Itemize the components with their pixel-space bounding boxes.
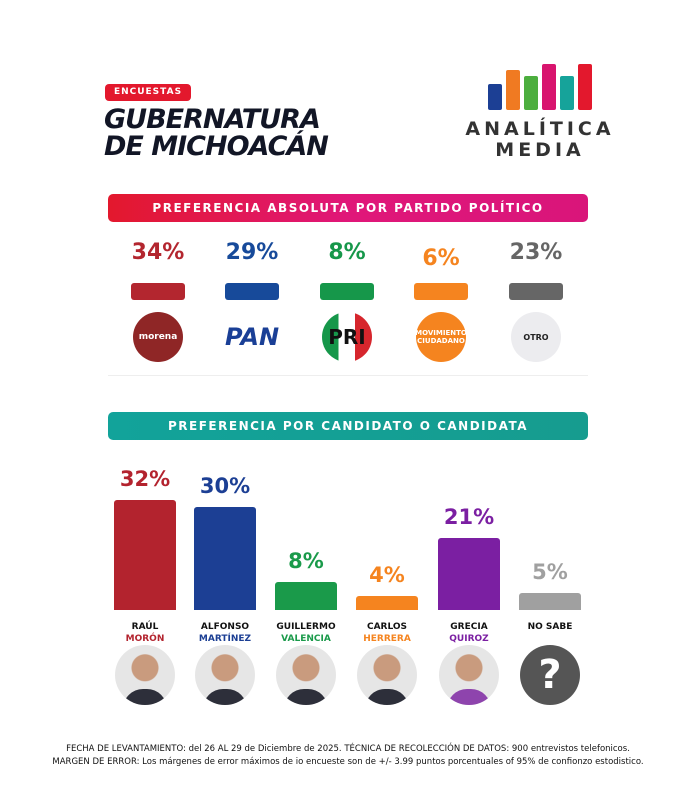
party-percent-label: 34%: [131, 240, 185, 265]
candidate-photo: [115, 645, 175, 705]
party-bar: [225, 283, 279, 300]
brand-name-line2: MEDIA: [495, 139, 585, 161]
party-logo-icon: PRI: [322, 312, 372, 362]
party-column: 6% MOVIMIENTO CIUDADANO: [396, 240, 486, 362]
page-title-line1: GUBERNATURA: [104, 104, 321, 135]
party-bar: [131, 283, 185, 300]
party-column: 29% PAN: [207, 240, 297, 362]
candidate-percent-label: 30%: [199, 473, 251, 498]
candidate-photo: [357, 645, 417, 705]
footer-margin-of-error: MARGEN DE ERROR: Los márgenes de error m…: [52, 757, 644, 767]
candidate-bar: [194, 506, 256, 610]
candidate-first-name: NO SABE: [527, 622, 573, 632]
page-title-line2: DE MICHOACÁN: [104, 131, 329, 162]
brand-logo-bar: [578, 64, 592, 110]
candidate-last-name: VALENCIA: [281, 634, 331, 644]
candidate-bar: [438, 537, 500, 610]
unknown-symbol: ?: [538, 652, 562, 698]
candidate-bar: [114, 499, 176, 610]
candidate-bar: [356, 596, 418, 610]
candidate-name: GUILLERMO VALENCIA: [266, 621, 346, 645]
candidate-bar: [519, 592, 581, 610]
brand-logo-bar: [560, 76, 574, 110]
party-logo-text: MOVIMIENTO CIUDADANO: [415, 329, 467, 345]
party-logo-text: PAN: [224, 323, 280, 351]
candidate-first-name: CARLOS: [366, 622, 408, 632]
encuestas-badge: ENCUESTAS: [105, 84, 191, 101]
footer-methodology: FECHA DE LEVANTAMIENTO: del 26 AL 29 de …: [66, 744, 630, 754]
brand-logo-icon: [488, 60, 592, 110]
party-percent-label: 23%: [509, 240, 563, 265]
candidate-name: NO SABE: [510, 621, 590, 633]
candidate-photo: [276, 645, 336, 705]
party-percent-label: 8%: [328, 240, 366, 265]
brand-logo-bar: [524, 76, 538, 110]
party-bar: [320, 283, 374, 300]
party-bar: [509, 283, 563, 300]
party-chart-title: PREFERENCIA ABSOLUTA POR PARTIDO POLÍTIC…: [108, 194, 588, 222]
candidate-first-name: GRECIA: [450, 622, 488, 632]
candidate-photo: [439, 645, 499, 705]
party-logo-text: PRI: [328, 325, 366, 349]
party-logo-icon: PAN: [224, 312, 280, 362]
party-column: 8% PRI: [302, 240, 392, 362]
candidate-last-name: MORÓN: [125, 634, 165, 644]
party-percent-label: 6%: [422, 246, 460, 271]
divider: [108, 375, 588, 376]
candidate-percent-label: 8%: [288, 549, 324, 574]
candidate-last-name: MARTÍNEZ: [198, 634, 252, 644]
brand-name-line1: ANALÍTICA: [465, 118, 615, 140]
party-logo-icon: MOVIMIENTO CIUDADANO: [415, 312, 467, 362]
party-bar: [414, 283, 468, 300]
candidate-percent-label: 5%: [532, 559, 568, 584]
brand-logo-bar: [542, 64, 556, 110]
candidate-first-name: RAÚL: [131, 622, 159, 632]
candidate-bar: [275, 582, 337, 610]
party-logo-icon: OTRO: [511, 312, 561, 362]
party-column: 23% OTRO: [491, 240, 581, 362]
candidate-percent-label: 4%: [369, 563, 405, 588]
candidate-first-name: ALFONSO: [200, 622, 250, 632]
candidate-photo: [195, 645, 255, 705]
candidate-name: GRECIA QUIROZ: [429, 621, 509, 645]
brand-logo-bar: [506, 70, 520, 110]
party-percent-label: 29%: [225, 240, 279, 265]
candidate-chart-title: PREFERENCIA POR CANDIDATO O CANDIDATA: [108, 412, 588, 440]
party-logo-icon: morena: [133, 312, 183, 362]
candidate-name: CARLOS HERRERA: [347, 621, 427, 645]
party-column: 34% morena: [113, 240, 203, 362]
candidate-percent-label: 21%: [443, 504, 495, 529]
party-logo-text: morena: [138, 332, 178, 342]
candidate-name: RAÚL MORÓN: [105, 621, 185, 645]
candidate-name: ALFONSO MARTÍNEZ: [185, 621, 265, 645]
candidate-percent-label: 32%: [119, 466, 171, 491]
candidate-last-name: QUIROZ: [449, 634, 489, 644]
candidate-first-name: GUILLERMO: [276, 622, 336, 632]
question-mark-icon: ?: [520, 645, 580, 705]
party-logo-text: OTRO: [523, 332, 549, 342]
brand-logo-bar: [488, 84, 502, 110]
candidate-last-name: HERRERA: [363, 634, 411, 644]
